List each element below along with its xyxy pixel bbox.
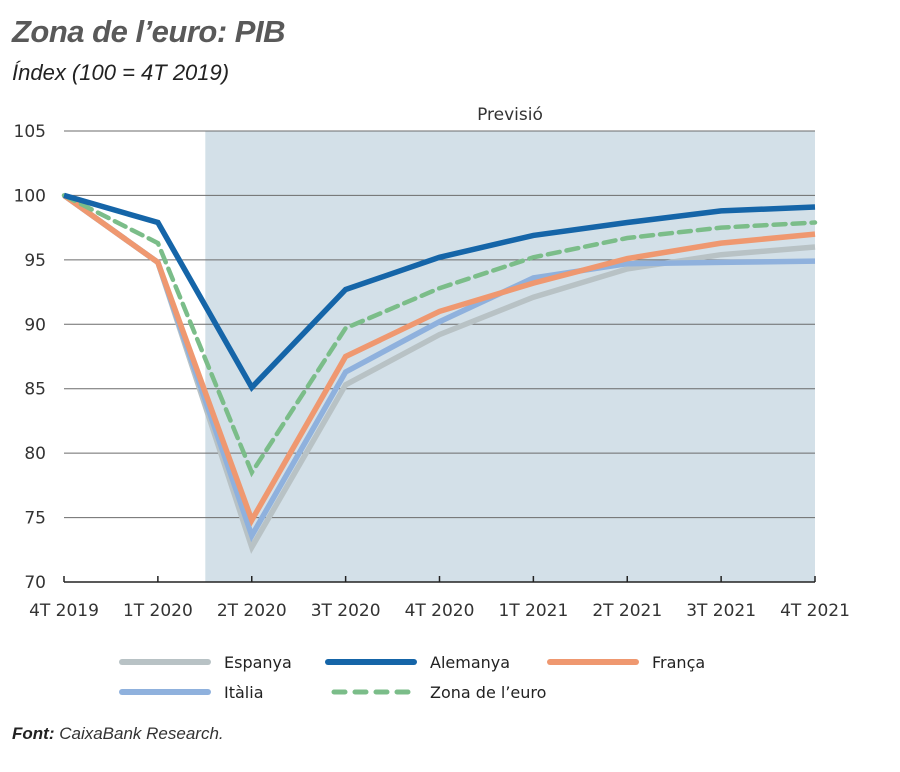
y-tick-label: 105 [14, 122, 46, 142]
y-tick-label: 95 [24, 251, 46, 271]
chart-subtitle: Índex (100 = 4T 2019) [12, 60, 230, 85]
series-line-zona-de-l-euro [61, 193, 818, 478]
x-tick-label: 2T 2021 [592, 601, 662, 621]
source-label: Font: [12, 724, 55, 743]
forecast-label: Previsió [477, 105, 543, 125]
y-tick-label: 85 [24, 380, 46, 400]
x-tick-label: 1T 2020 [123, 601, 193, 621]
y-tick-label: 70 [24, 573, 46, 593]
x-tick-label: 3T 2021 [686, 601, 756, 621]
y-tick-label: 80 [24, 444, 46, 464]
x-tick-label: 4T 2020 [405, 601, 475, 621]
source-note: Font: CaixaBank Research. [12, 724, 224, 744]
x-tick-label: 4T 2021 [780, 601, 850, 621]
x-tick-label: 1T 2021 [498, 601, 568, 621]
series-line-franca [62, 193, 816, 527]
legend-label-espanya: Espanya [224, 653, 292, 672]
legend-label-franca: França [652, 653, 705, 672]
legend-label-italia: Itàlia [224, 683, 264, 702]
legend-label-alemanya: Alemanya [430, 653, 510, 672]
source-text: CaixaBank Research. [54, 724, 224, 743]
x-tick-label: 3T 2020 [311, 601, 381, 621]
forecast-region [205, 131, 815, 582]
x-tick-label: 2T 2020 [217, 601, 287, 621]
y-tick-label: 90 [24, 315, 46, 335]
y-tick-label: 100 [14, 186, 46, 206]
legend-label-zona-de-l-euro: Zona de l’euro [430, 683, 546, 702]
series-line-alemanya [63, 192, 816, 392]
y-tick-label: 75 [24, 509, 46, 529]
chart-title: Zona de l’euro: PIB [12, 14, 285, 49]
x-tick-label: 4T 2019 [29, 601, 99, 621]
